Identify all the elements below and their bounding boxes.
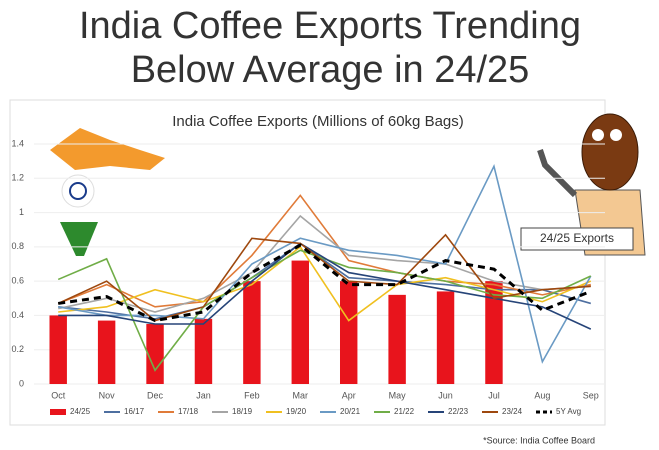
legend-label: 22/23 bbox=[448, 407, 469, 416]
legend-swatch bbox=[50, 409, 66, 415]
y-tick-label: 1.2 bbox=[11, 173, 24, 183]
x-tick-label: Jun bbox=[438, 390, 453, 400]
legend-label: 20/21 bbox=[340, 407, 361, 416]
line bbox=[57, 194, 591, 308]
india-illustration bbox=[50, 128, 165, 256]
y-tick-label: 0.2 bbox=[11, 344, 24, 354]
line bbox=[58, 242, 592, 330]
y-tick-label: 0.4 bbox=[11, 310, 24, 320]
bar bbox=[194, 318, 213, 384]
x-tick-label: Mar bbox=[293, 390, 309, 400]
headline: India Coffee Exports Trending bbox=[79, 5, 581, 47]
legend-label: 5Y Avg bbox=[556, 407, 581, 416]
x-tick-label: Dec bbox=[147, 390, 164, 400]
chart-title: India Coffee Exports (Millions of 60kg B… bbox=[172, 113, 464, 130]
bar bbox=[97, 320, 116, 384]
bar bbox=[291, 260, 310, 384]
y-tick-label: 0 bbox=[19, 378, 24, 388]
x-tick-label: Sep bbox=[583, 390, 599, 400]
legend-label: 18/19 bbox=[232, 407, 253, 416]
source: *Source: India Coffee Board bbox=[483, 435, 595, 445]
legend-label: 24/25 bbox=[70, 407, 91, 416]
bar bbox=[485, 281, 503, 384]
x-tick-label: Nov bbox=[99, 390, 116, 400]
x-tick-label: Jan bbox=[196, 390, 211, 400]
legend-label: 23/24 bbox=[502, 407, 523, 416]
annotation: 24/25 Exports bbox=[540, 231, 614, 245]
bar bbox=[146, 324, 164, 384]
bar bbox=[436, 291, 455, 384]
legend-label: 19/20 bbox=[286, 407, 307, 416]
line bbox=[58, 245, 592, 322]
bar bbox=[49, 315, 67, 384]
legend-label: 17/18 bbox=[178, 407, 199, 416]
bar bbox=[388, 294, 406, 384]
line bbox=[58, 163, 592, 364]
y-tick-label: 0.6 bbox=[11, 276, 24, 286]
y-tick-label: 1 bbox=[19, 207, 24, 217]
headline: Below Average in 24/25 bbox=[131, 49, 530, 91]
x-tick-label: Feb bbox=[244, 390, 260, 400]
annotation-box bbox=[520, 227, 634, 251]
legend-label: 16/17 bbox=[124, 407, 145, 416]
x-tick-label: Oct bbox=[51, 390, 66, 400]
bar bbox=[243, 281, 261, 384]
legend-label: 21/22 bbox=[394, 407, 415, 416]
x-tick-label: Jul bbox=[488, 390, 500, 400]
bar bbox=[339, 281, 358, 384]
y-tick-label: 0.8 bbox=[11, 241, 24, 251]
x-tick-label: Apr bbox=[342, 390, 356, 400]
line bbox=[58, 242, 592, 320]
x-tick-label: Aug bbox=[534, 390, 550, 400]
line bbox=[57, 233, 591, 322]
line bbox=[57, 243, 592, 323]
x-tick-label: May bbox=[389, 390, 407, 400]
line bbox=[58, 214, 591, 313]
y-tick-label: 1.4 bbox=[11, 138, 24, 148]
